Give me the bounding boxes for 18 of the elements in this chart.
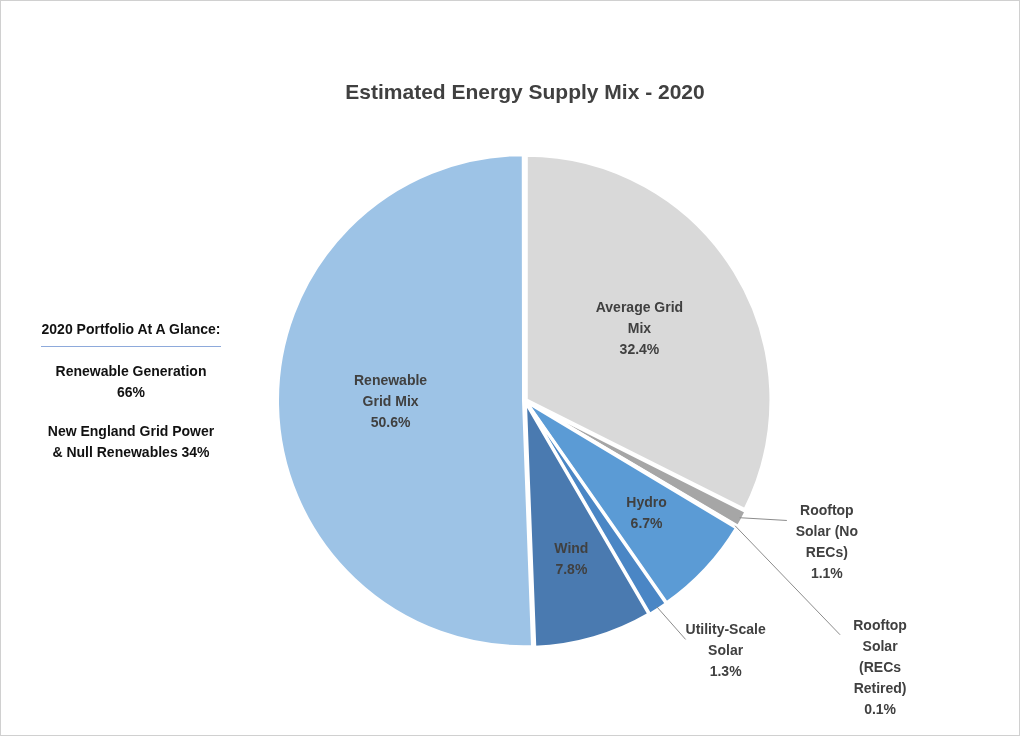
data-label: 50.6% [370,414,411,431]
slice-label: Average Grid Mix [595,299,684,337]
slice-label: Renewable Grid Mix [353,372,428,410]
slice-label: Rooftop Solar (No RECs) [795,502,858,561]
data-label: 0.1% [864,700,897,717]
text: Renewable Generation 66% [54,362,208,402]
data-label: 1.3% [709,663,743,680]
data-label: 1.1% [810,565,844,582]
slice-label: Utility-Scale Solar [685,621,766,659]
text: 2020 Portfolio At A Glance: [41,319,221,347]
slice-label: Rooftop Solar (RECs Retired) [853,616,907,696]
slice-label: Wind [554,540,589,557]
data-label: 7.8% [555,561,588,578]
chart-title: Estimated Energy Supply Mix - 2020 [345,80,705,104]
data-label: 32.4% [619,341,660,358]
slice-label: Hydro [626,493,667,510]
text: New England Grid Power & Null Renewables 34% [46,422,216,462]
data-label: 6.7% [630,514,664,531]
